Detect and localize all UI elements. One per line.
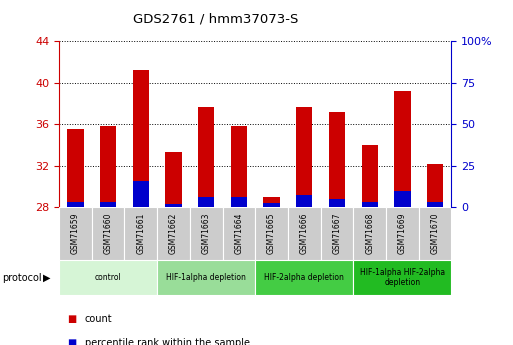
- Text: count: count: [85, 314, 112, 324]
- Bar: [362, 202, 378, 207]
- Bar: [263, 203, 280, 207]
- Bar: [223, 207, 255, 260]
- Bar: [165, 204, 182, 207]
- Bar: [92, 207, 125, 260]
- Text: GSM71665: GSM71665: [267, 213, 276, 255]
- Bar: [124, 207, 157, 260]
- Text: HIF-1alpha depletion: HIF-1alpha depletion: [166, 273, 246, 282]
- Bar: [288, 207, 321, 260]
- Bar: [255, 207, 288, 260]
- Bar: [165, 152, 182, 207]
- Text: GDS2761 / hmm37073-S: GDS2761 / hmm37073-S: [133, 12, 298, 25]
- Bar: [321, 207, 353, 260]
- Bar: [100, 202, 116, 207]
- Bar: [394, 191, 410, 207]
- Bar: [296, 195, 312, 207]
- Text: ■: ■: [67, 338, 76, 345]
- Bar: [329, 199, 345, 207]
- Bar: [100, 126, 116, 207]
- Bar: [59, 260, 157, 295]
- Bar: [427, 164, 443, 207]
- Text: GSM71662: GSM71662: [169, 213, 178, 254]
- Text: GSM71660: GSM71660: [104, 213, 112, 255]
- Text: GSM71659: GSM71659: [71, 213, 80, 255]
- Text: GSM71664: GSM71664: [234, 213, 243, 255]
- Text: ■: ■: [67, 314, 76, 324]
- Bar: [255, 260, 353, 295]
- Text: GSM71670: GSM71670: [430, 213, 440, 255]
- Bar: [231, 126, 247, 207]
- Bar: [132, 181, 149, 207]
- Bar: [394, 91, 410, 207]
- Bar: [190, 207, 223, 260]
- Text: GSM71663: GSM71663: [202, 213, 211, 255]
- Bar: [198, 107, 214, 207]
- Bar: [231, 197, 247, 207]
- Text: GSM71669: GSM71669: [398, 213, 407, 255]
- Bar: [353, 260, 451, 295]
- Bar: [198, 197, 214, 207]
- Bar: [419, 207, 451, 260]
- Bar: [362, 145, 378, 207]
- Bar: [296, 107, 312, 207]
- Text: GSM71668: GSM71668: [365, 213, 374, 254]
- Bar: [353, 207, 386, 260]
- Text: GSM71667: GSM71667: [332, 213, 342, 255]
- Bar: [59, 207, 92, 260]
- Text: control: control: [95, 273, 122, 282]
- Bar: [427, 202, 443, 207]
- Bar: [67, 129, 84, 207]
- Bar: [132, 70, 149, 207]
- Bar: [263, 197, 280, 207]
- Text: GSM71666: GSM71666: [300, 213, 309, 255]
- Text: GSM71661: GSM71661: [136, 213, 145, 254]
- Text: HIF-2alpha depletion: HIF-2alpha depletion: [264, 273, 344, 282]
- Text: HIF-1alpha HIF-2alpha
depletion: HIF-1alpha HIF-2alpha depletion: [360, 268, 445, 287]
- Text: percentile rank within the sample: percentile rank within the sample: [85, 338, 250, 345]
- Bar: [157, 260, 255, 295]
- Bar: [157, 207, 190, 260]
- Bar: [386, 207, 419, 260]
- Text: protocol: protocol: [3, 273, 42, 283]
- Bar: [329, 112, 345, 207]
- Text: ▶: ▶: [43, 273, 50, 283]
- Bar: [67, 202, 84, 207]
